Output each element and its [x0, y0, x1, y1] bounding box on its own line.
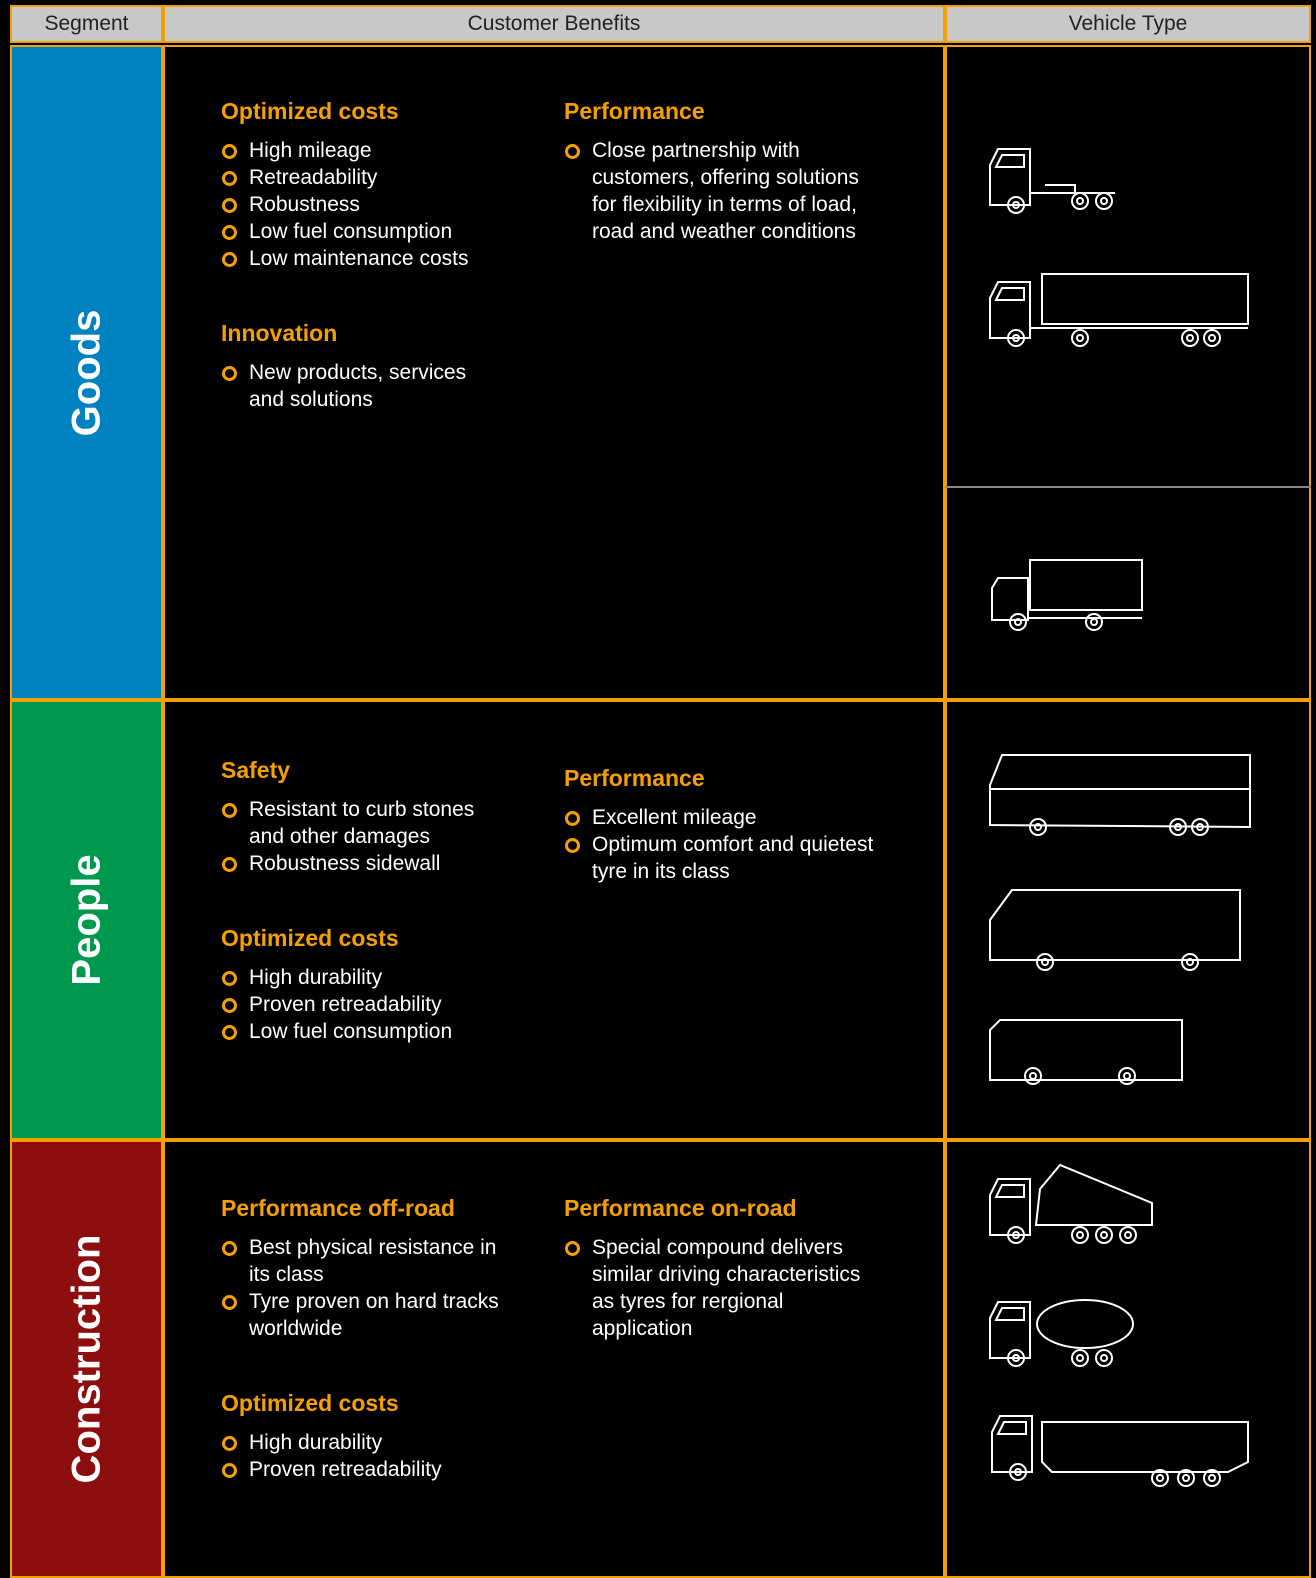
group-title: Performance	[564, 98, 705, 124]
benefit-item: Proven retreadability	[221, 991, 502, 1018]
benefit-item: Low fuel consumption	[221, 218, 502, 245]
benefit-item: Best physical resistance in its class	[221, 1234, 502, 1288]
benefits-cell	[163, 700, 945, 1140]
benefit-item: Special compound delivers similar drivin…	[564, 1234, 884, 1342]
benefit-item: Robustness sidewall	[221, 850, 502, 877]
benefit-group: Performance Excellent mileage Optimum comf…	[564, 765, 884, 885]
benefit-column: Performance off-road Best physical resist…	[221, 1195, 502, 1483]
group-title: Optimized costs	[221, 925, 399, 951]
city-bus	[989, 1019, 1183, 1085]
benefit-group: Optimized costs High mileage Retreadabilit…	[221, 98, 502, 272]
dump-truck	[989, 1163, 1153, 1244]
benefit-item: Excellent mileage	[564, 804, 884, 831]
benefit-group: Optimized costs High durability Proven ret…	[221, 1390, 502, 1483]
header-benefits: Customer Benefits	[163, 5, 945, 43]
benefit-item: High durability	[221, 964, 502, 991]
group-title: Innovation	[221, 320, 338, 346]
benefit-item: Tyre proven on hard tracks worldwide	[221, 1288, 502, 1342]
benefit-item: Low fuel consumption	[221, 1018, 502, 1045]
benefit-item: High mileage	[221, 137, 502, 164]
group-title: Optimized costs	[221, 98, 399, 124]
box-truck	[991, 559, 1143, 631]
segment-cell: Construction	[10, 1140, 163, 1578]
benefit-item: Low maintenance costs	[221, 245, 502, 272]
mixer-truck	[989, 1299, 1134, 1367]
benefit-group: Performance Close partnership with custom…	[564, 98, 884, 245]
tractor	[989, 148, 1115, 214]
vehicle-cell	[945, 700, 1311, 1140]
group-title: Optimized costs	[221, 1390, 399, 1416]
benefit-item: Optimum comfort and quietest tyre in its…	[564, 831, 884, 885]
benefit-column: Performance Close partnership with custom…	[564, 98, 884, 245]
benefit-item: Retreadability	[221, 164, 502, 191]
benefit-item: High durability	[221, 1429, 502, 1456]
benefit-group: Performance off-road Best physical resist…	[221, 1195, 502, 1342]
semi-trailer	[989, 273, 1249, 347]
vehicle-cell	[945, 1140, 1311, 1578]
benefit-item: Robustness	[221, 191, 502, 218]
double-decker	[989, 754, 1251, 836]
benefit-column: Optimized costs High mileage Retreadabilit…	[221, 98, 502, 413]
group-title: Performance on-road	[564, 1195, 797, 1221]
coach	[989, 889, 1241, 971]
benefit-item: New products, services and solutions	[221, 359, 502, 413]
benefits-cell	[163, 1140, 945, 1578]
benefit-item: Resistant to curb stones and other damag…	[221, 796, 502, 850]
benefit-item: Proven retreadability	[221, 1456, 502, 1483]
benefit-group: Innovation New products, services and sol…	[221, 320, 502, 413]
benefit-item: Close partnership with customers, offeri…	[564, 137, 884, 245]
segment-cell: People	[10, 700, 163, 1140]
benefit-group: Performance on-road Special compound deli…	[564, 1195, 884, 1342]
vehicle-cell	[945, 45, 1311, 700]
benefit-group: Safety Resistant to curb stones and other…	[221, 757, 502, 877]
header-segment: Segment	[10, 5, 163, 43]
benefit-column: Safety Resistant to curb stones and other…	[221, 757, 502, 1045]
benefits-cell	[163, 45, 945, 700]
header-vehicle: Vehicle Type	[945, 5, 1311, 43]
benefit-column: Performance on-road Special compound deli…	[564, 1195, 884, 1342]
group-title: Performance off-road	[221, 1195, 455, 1221]
benefit-column: Performance Excellent mileage Optimum comf…	[564, 765, 884, 885]
tipper-trailer	[991, 1415, 1249, 1487]
segment-cell: Goods	[10, 45, 163, 700]
group-title: Safety	[221, 757, 291, 783]
benefit-group: Optimized costs High durability Proven ret…	[221, 925, 502, 1045]
group-title: Performance	[564, 765, 705, 791]
